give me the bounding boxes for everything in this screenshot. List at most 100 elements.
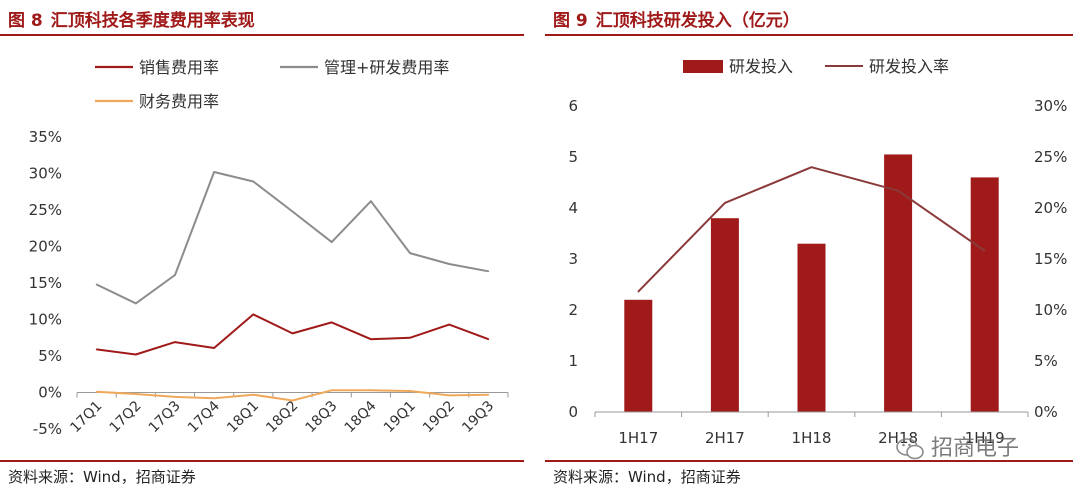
data-point-0 [174,341,176,343]
watermark-text: 招商电子 [931,436,1020,461]
data-point-0 [134,353,137,356]
figure-8-panel: 图 8 汇顶科技各季度费用率表现 销售费用率 管理+研发费用率财务费用率 -5% 0% 5… [0,0,530,496]
x-tick-label: 17Q1 [67,398,105,436]
figure-9-title: 图 9 汇顶科技研发投入（亿元） [553,6,800,31]
data-point-0 [370,338,372,341]
y-right-tick-label: 30% [1034,97,1067,115]
figure-8-label: 图 8 [8,11,43,31]
figure-8-title: 图 8 汇顶科技各季度费用率表现 [8,6,255,31]
y-tick-label: 0% [38,384,62,402]
y-tick-label: 15% [29,274,62,292]
x-tick-label: 1H18 [792,429,832,447]
legend-label-0: 销售费用率 [139,58,219,77]
legend-label-1: 管理+研发费用率 [324,58,449,77]
rate-point [897,189,899,192]
legend-swatch-bar [683,60,723,73]
legend-label-bar: 研发投入 [729,57,793,76]
data-point-0 [330,321,333,324]
data-point-2 [134,393,137,395]
bar [710,218,739,412]
data-point-2 [448,394,451,397]
data-point-0 [291,332,294,335]
y-right-tick-label: 10% [1034,301,1067,319]
x-tick-label: 19Q2 [420,398,458,436]
wechat-icon [896,438,924,460]
rate-point [810,166,813,168]
y-left-tick-label: 0 [568,403,578,421]
x-tick-label: 17Q4 [185,398,223,436]
data-point-2 [213,397,215,400]
figure-9-title-text: 汇顶科技研发投入（亿元） [595,11,800,31]
y-right-tick-label: 0% [1034,403,1058,421]
series-line-0 [96,313,489,356]
rate-point [724,202,726,204]
data-point-2 [291,399,294,402]
data-point-2 [252,393,255,396]
y-tick-label: 35% [29,128,62,146]
data-point-0 [213,347,215,349]
figure-8-bottom-rule [0,460,524,462]
series-line-1 [96,171,489,305]
data-point-0 [487,338,490,341]
data-point-1 [291,210,294,213]
data-point-1 [174,274,176,276]
data-point-1 [487,270,490,273]
figure-9-source: 资料来源：Wind，招商证券 [553,468,741,486]
rate-point [637,290,640,293]
figure-8-source: 资料来源：Wind，招商证券 [8,468,196,486]
data-point-2 [409,390,411,392]
figure-9-chart: 研发投入 研发投入率 0 1 2 3 4 5 6 0% 5% 10% 15% 20% 25% 30% 1H17 2… [568,57,1067,447]
data-point-0 [95,348,98,351]
x-tick-label: 17Q3 [146,398,184,436]
data-point-1 [95,283,98,286]
x-tick-label: 2H17 [705,429,745,447]
rate-point [983,250,986,252]
data-point-2 [370,389,372,392]
x-tick-label: 1H19 [965,429,1005,447]
data-point-1 [252,180,255,183]
y-tick-label: 20% [29,238,62,256]
y-right-tick-label: 15% [1034,250,1067,268]
data-point-0 [409,336,411,339]
y-left-tick-label: 5 [568,148,578,166]
data-point-2 [487,393,490,396]
x-tick-label: 18Q1 [224,398,262,436]
data-point-1 [213,171,215,173]
y-tick-label: -5% [33,420,62,438]
x-tick-label: 1H17 [618,429,658,447]
y-right-tick-label: 25% [1034,148,1067,166]
bar [624,299,653,412]
figure-9-panel: 图 9 汇顶科技研发投入（亿元） 研发投入 研发投入率 0 1 2 3 4 5 6 0% 5% 10% 1… [545,0,1080,496]
data-point-1 [330,241,333,243]
figure-8-title-text: 汇顶科技各季度费用率表现 [50,11,255,31]
figure-9-bottom-rule [545,460,1073,462]
data-point-1 [134,302,137,305]
watermark: 招商电子 [895,430,1019,462]
x-tick-label: 2H18 [878,429,918,447]
y-left-tick-label: 1 [568,352,578,370]
bar [884,154,913,412]
legend-label-line: 研发投入率 [869,57,949,76]
x-tick-label: 19Q3 [459,398,497,436]
y-right-tick-label: 5% [1034,352,1058,370]
bar [797,243,826,412]
x-tick-label: 17Q2 [107,398,145,436]
data-point-2 [174,396,176,398]
y-left-tick-label: 2 [568,301,578,319]
data-point-2 [95,390,98,393]
y-tick-label: 30% [29,165,62,183]
data-point-1 [370,200,372,203]
y-left-tick-label: 3 [568,250,578,268]
data-point-0 [252,313,255,316]
figure-9-top-rule [545,34,1073,36]
y-tick-label: 5% [38,347,62,365]
y-tick-label: 25% [29,201,62,219]
x-tick-label: 18Q3 [303,398,341,436]
data-point-1 [448,263,451,265]
data-point-2 [330,389,333,392]
bar [970,177,999,412]
figure-8-top-rule [0,34,524,36]
legend-label-2: 财务费用率 [139,92,219,111]
y-left-tick-label: 6 [568,97,578,115]
